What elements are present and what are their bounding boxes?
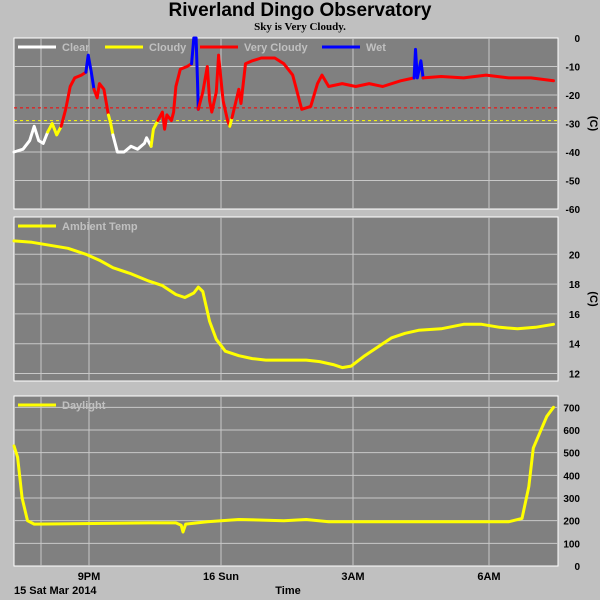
footer-date: 15 Sat Mar 2014 [14, 585, 97, 597]
panel-sky-ylabel: (C) [587, 116, 599, 132]
panel-sky-series-cloudy [106, 113, 115, 137]
panel-ambient-ytick-label: 18 [569, 280, 581, 291]
page-title: Riverland Dingo Observatory [168, 0, 432, 21]
x-tick-label: 3AM [341, 571, 364, 583]
panel-daylight-ytick-label: 300 [563, 494, 580, 505]
panel-sky-series-clear [12, 124, 50, 154]
x-tick-label: 16 Sun [203, 571, 239, 583]
panel-sky-series-clear [111, 133, 153, 154]
panel-sky-series-very-cloudy [92, 82, 110, 117]
panel-sky-series-cloudy [149, 119, 160, 148]
panel-ambient-plot-area [13, 216, 559, 382]
legend-label-cloudy: Cloudy [149, 42, 187, 54]
panel-sky-series-very-cloudy [59, 70, 88, 128]
panel-sky-series-wet [412, 47, 425, 80]
panel-ambient-ylabel: (C) [587, 291, 599, 307]
panel-sky-series-very-cloudy [230, 56, 416, 120]
panel-daylight-ytick-label: 400 [563, 471, 580, 482]
legend-label-ambient-temp: Ambient Temp [62, 221, 138, 233]
panel-daylight-ytick-label: 100 [563, 539, 580, 550]
panel-ambient-ytick-label: 20 [569, 250, 581, 261]
x-axis-label: Time [275, 585, 300, 597]
panel-sky-ytick-label: -60 [566, 205, 581, 216]
panel-sky-ytick-label: -50 [566, 177, 581, 188]
x-tick-label: 9PM [78, 571, 101, 583]
panel-sky-ytick-label: -20 [566, 91, 581, 102]
panel-sky-series-very-cloudy [196, 53, 232, 128]
panel-ambient-ytick-label: 16 [569, 310, 581, 321]
panel-sky-ytick-label: -30 [566, 120, 581, 131]
panel-daylight-ytick-label: 700 [563, 403, 580, 414]
legend-label-very-cloudy: Very Cloudy [244, 42, 308, 54]
panel-daylight-series-daylight [12, 405, 555, 534]
panel-daylight-plot-area [13, 395, 559, 567]
panel-sky-series-wet [84, 53, 96, 91]
panel-ambient-series-ambient-temp [12, 239, 555, 370]
panel-sky-series-wet [190, 36, 200, 111]
panel-daylight-ytick-label: 200 [563, 517, 580, 528]
panel-daylight-ytick-label: 0 [574, 562, 580, 573]
panel-sky-series-very-cloudy [421, 73, 555, 83]
x-tick-label: 6AM [477, 571, 500, 583]
legend-label-clear: Clear [62, 42, 90, 54]
panel-daylight-ytick-label: 500 [563, 449, 580, 460]
panel-sky-ytick-label: 0 [574, 34, 580, 45]
panel-daylight-ytick-label: 600 [563, 426, 580, 437]
legend-label-wet: Wet [366, 42, 386, 54]
page-subtitle: Sky is Very Cloudy. [254, 21, 346, 33]
panel-sky-ytick-label: -10 [566, 63, 581, 74]
panel-sky-ytick-label: -40 [566, 148, 581, 159]
panel-sky-series-cloudy [46, 122, 63, 137]
legend-label-daylight: Daylight [62, 400, 106, 412]
panel-ambient-ytick-label: 14 [569, 340, 581, 351]
panel-sky-series-very-cloudy [156, 62, 194, 131]
panel-ambient-ytick-label: 12 [569, 370, 581, 381]
